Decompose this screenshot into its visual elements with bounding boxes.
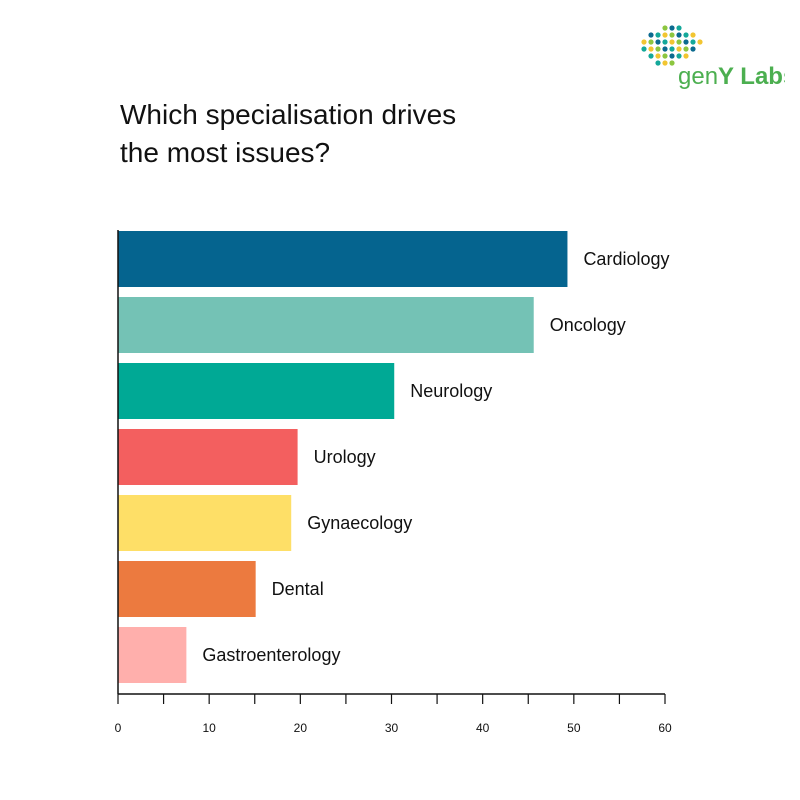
logo-dot	[676, 39, 682, 45]
logo-dot	[641, 46, 647, 52]
svg-text:genY Labs: genY Labs	[678, 63, 785, 90]
chart-title-line-2: the most issues?	[120, 137, 331, 168]
geny-labs-logo: genY Labs	[641, 25, 785, 90]
logo-dot	[669, 53, 675, 59]
bar-label-urology: Urology	[314, 447, 376, 467]
logo-dot	[648, 39, 654, 45]
chart-title: Which specialisation drives the most iss…	[120, 96, 600, 172]
bar-label-oncology: Oncology	[550, 315, 626, 335]
logo-dot	[683, 39, 689, 45]
bar-label-neurology: Neurology	[410, 381, 492, 401]
x-tick-label: 30	[385, 721, 399, 735]
logo-dot	[662, 39, 668, 45]
x-tick-label: 60	[658, 721, 672, 735]
logo-dot	[676, 53, 682, 59]
logo-dot	[683, 46, 689, 52]
logo-dot	[662, 46, 668, 52]
logo-dot	[648, 32, 654, 38]
logo-dot	[655, 53, 661, 59]
x-tick-label: 10	[202, 721, 216, 735]
logo-dot	[669, 39, 675, 45]
bar-labels-group: Cardiology Oncology Neurology Urology Gynaec…	[202, 249, 669, 665]
logo-dot	[655, 39, 661, 45]
logo-dot	[690, 46, 696, 52]
logo-dot	[690, 39, 696, 45]
logo-dot	[676, 32, 682, 38]
bar-gynaecology	[118, 495, 292, 551]
logo-dot	[683, 53, 689, 59]
logo-dot	[669, 46, 675, 52]
logo-dot	[655, 60, 661, 66]
chart-title-line-1: Which specialisation drives	[120, 99, 457, 130]
logo-dot	[669, 32, 675, 38]
bar-urology	[118, 429, 298, 485]
x-tick-label: 50	[567, 721, 581, 735]
logo-dot	[690, 32, 696, 38]
logo-dot	[655, 32, 661, 38]
bar-label-gynaecology: Gynaecology	[307, 513, 412, 533]
bar-cardiology	[118, 231, 568, 287]
logo-dot	[669, 25, 675, 31]
logo-dot	[648, 53, 654, 59]
logo-dot	[662, 32, 668, 38]
bar-dental	[118, 561, 256, 617]
logo-dot	[676, 25, 682, 31]
x-tick-label: 20	[294, 721, 308, 735]
bar-label-gastroenterology: Gastroenterology	[202, 645, 340, 665]
logo-dot	[669, 60, 675, 66]
bar-label-cardiology: Cardiology	[583, 249, 669, 269]
logo-dot	[697, 39, 703, 45]
logo-dot	[641, 39, 647, 45]
logo-dot	[676, 46, 682, 52]
bar-gastroenterology	[118, 627, 187, 683]
logo-dot	[662, 53, 668, 59]
x-ticks-group: 0 10 20 30 40 50 60	[115, 694, 672, 735]
bar-neurology	[118, 363, 395, 419]
bar-oncology	[118, 297, 534, 353]
x-tick-label: 40	[476, 721, 490, 735]
logo-dot	[662, 25, 668, 31]
logo-text-suffix: Y Labs	[718, 63, 785, 90]
logo-dot	[683, 32, 689, 38]
bars-group	[118, 231, 568, 683]
logo-text-prefix: gen	[678, 63, 718, 90]
logo-dot	[662, 60, 668, 66]
x-tick-label: 0	[115, 721, 122, 735]
logo-dot-grid-icon	[641, 25, 703, 66]
logo-dot	[655, 46, 661, 52]
logo-dot	[648, 46, 654, 52]
bar-label-dental: Dental	[272, 579, 324, 599]
